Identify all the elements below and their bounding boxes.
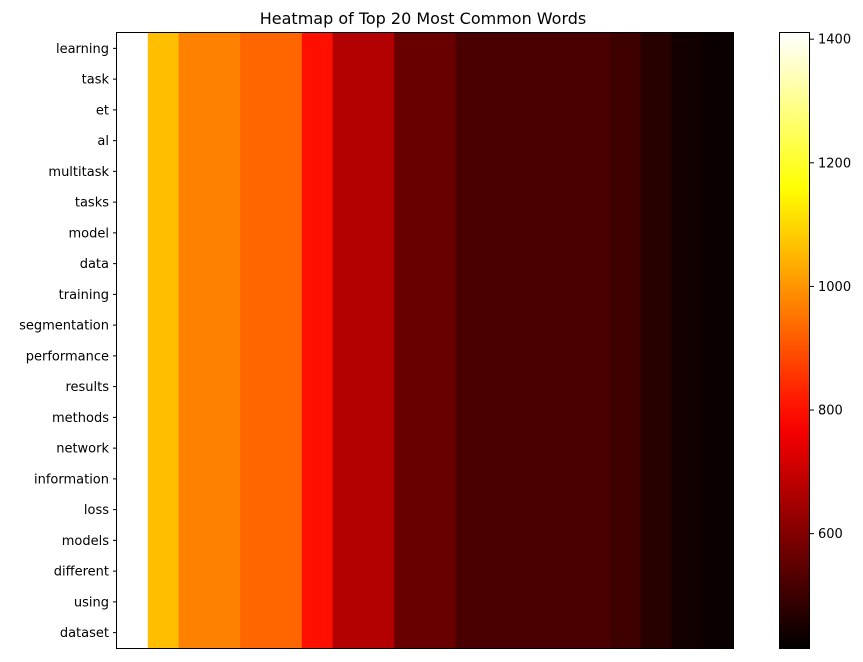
heatmap-cell-task: [147, 33, 180, 648]
y-tick-label: network: [56, 442, 109, 457]
heatmap-cell-learning: [117, 33, 149, 648]
y-tick-label: et: [96, 103, 109, 118]
heatmap-cell-training: [363, 33, 395, 648]
heatmap-cell-tasks: [271, 33, 303, 648]
colorbar-tick-label: 600: [818, 527, 843, 542]
heatmap-cell-model: [301, 33, 334, 648]
y-tick-label: different: [54, 565, 109, 580]
y-tick-label: segmentation: [19, 319, 109, 334]
y-tick-label: results: [65, 380, 109, 395]
heatmap-cell-network: [517, 33, 549, 648]
heatmap-cell-using: [671, 33, 703, 648]
y-tick-label: model: [69, 226, 109, 241]
y-tick-label: performance: [26, 349, 109, 364]
y-tick-label: al: [97, 134, 109, 149]
heatmap-cell-information: [548, 33, 580, 648]
heatmap-cell-performance: [425, 33, 457, 648]
heatmap-cell-methods: [486, 33, 518, 648]
y-tick-label: training: [59, 288, 109, 303]
y-tick-label: learning: [56, 42, 109, 57]
y-tick-label: using: [74, 595, 109, 610]
y-tick-label: loss: [84, 503, 109, 518]
colorbar: [779, 32, 810, 649]
y-tick-label: tasks: [75, 196, 109, 211]
heatmap-cells: [117, 33, 734, 648]
y-tick-label: data: [80, 257, 109, 272]
heatmap-cell-data: [332, 33, 364, 648]
colorbar-tick-label: 1400: [818, 33, 851, 48]
heatmap-cell-multitask: [240, 33, 272, 648]
heatmap-cell-models: [609, 33, 642, 648]
y-tick-label: methods: [52, 411, 109, 426]
y-tick-label: multitask: [48, 165, 109, 180]
colorbar-axis: 600 800 1000 1200 1400: [810, 33, 851, 542]
colorbar-tick-label: 1000: [818, 280, 851, 295]
y-tick-label: information: [34, 472, 109, 487]
colorbar-tick-label: 800: [818, 404, 843, 419]
heatmap-cell-segmentation: [394, 33, 426, 648]
plot-frame: [116, 32, 734, 649]
heatmap-cell-different: [640, 33, 672, 648]
chart-title: Heatmap of Top 20 Most Common Words: [260, 9, 587, 28]
colorbar-tick-label: 1200: [818, 156, 851, 171]
heatmap-cell-loss: [579, 33, 611, 648]
y-tick-label: task: [82, 73, 110, 88]
heatmap-cell-et: [178, 33, 210, 648]
y-axis: learning task et al multitask tasks model data t…: [19, 42, 117, 641]
y-tick-label: models: [62, 534, 109, 549]
y-tick-label: dataset: [60, 626, 109, 641]
heatmap-cell-al: [209, 33, 241, 648]
heatmap-cell-dataset: [702, 33, 734, 648]
heatmap-cell-results: [455, 33, 488, 648]
